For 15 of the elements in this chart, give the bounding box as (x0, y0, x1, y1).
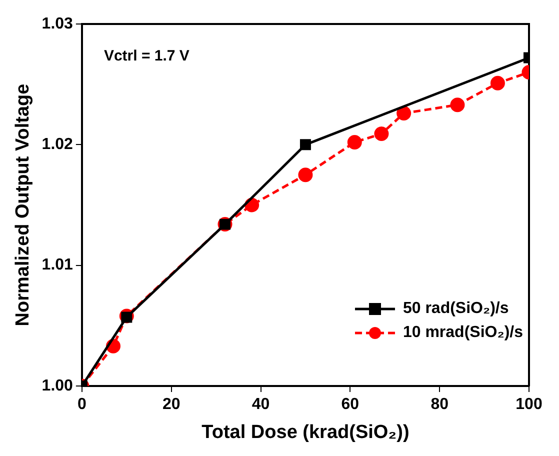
x-tick-label: 100 (516, 396, 542, 414)
y-tick-label: 1.01 (42, 256, 74, 274)
y-tick-label: 1.02 (42, 136, 74, 154)
x-tick-label: 20 (162, 396, 180, 414)
x-tick-label: 0 (77, 396, 86, 414)
y-axis-title: Normalized Output Voltage (12, 84, 34, 326)
x-tick-label: 60 (341, 396, 360, 414)
annotation: Vctrl = 1.7 V (104, 48, 190, 65)
x-tick-label: 40 (252, 396, 270, 414)
y-tick-label: 1.00 (42, 377, 74, 394)
legend-label: 50 rad(SiO₂)/s (402, 300, 509, 318)
x-tick-label: 80 (430, 396, 449, 414)
legend-label: 10 mrad(SiO₂)/s (402, 324, 523, 342)
y-tick-label: 1.03 (42, 15, 74, 32)
x-axis-title: Total Dose (krad(SiO₂)) (202, 422, 410, 443)
